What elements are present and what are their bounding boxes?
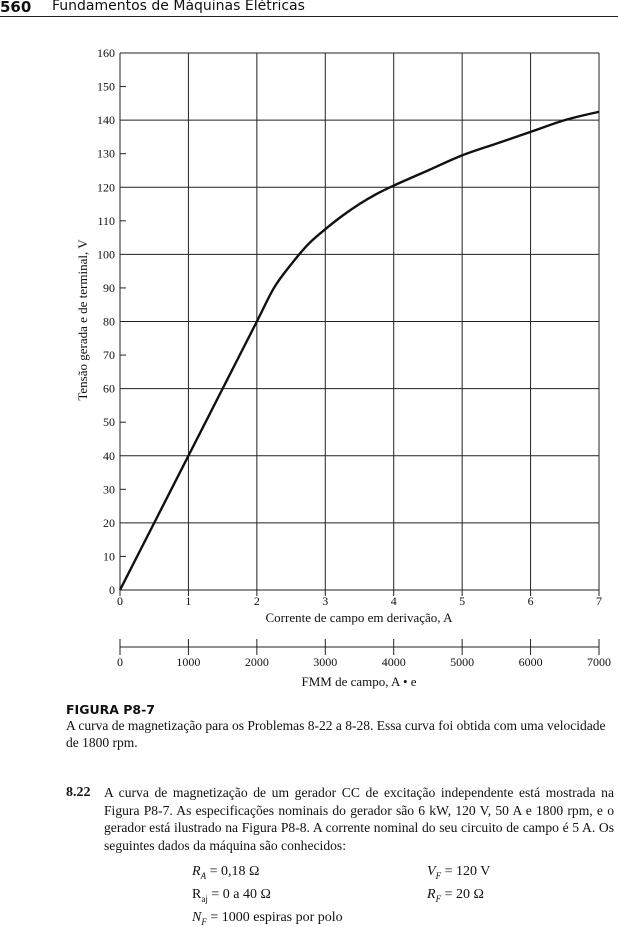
x-axis-label: Corrente de campo em derivação, A: [266, 610, 454, 625]
secondary-axis-label: FMM de campo, A • e: [301, 674, 416, 689]
y-tick-label: 160: [97, 46, 115, 60]
eq-vf-value: = 120 V: [444, 864, 491, 879]
eq-raj-sub: aj: [201, 893, 208, 904]
figure-caption: A curva de magnetização para os Problema…: [66, 718, 606, 750]
y-tick-label: 40: [103, 449, 115, 463]
magnetization-chart: 0102030405060708090100110120130140150160…: [75, 46, 611, 689]
secondary-tick-label: 5000: [450, 655, 474, 669]
y-tick-label: 100: [97, 247, 115, 261]
secondary-tick-label: 1000: [176, 655, 200, 669]
figure-label: FIGURA P8-7: [66, 702, 155, 717]
eq-nf: NF = 1000 espiras por polo: [192, 910, 343, 927]
y-tick-label: 0: [109, 583, 115, 597]
eq-ra: RA = 0,18 Ω: [192, 864, 260, 881]
y-tick-label: 90: [103, 281, 115, 295]
secondary-axis: 0 1000 2000 3000 4000 5000 6000 7000: [117, 639, 611, 669]
y-tick-label: 30: [103, 482, 115, 496]
secondary-tick-label: 0: [117, 655, 123, 669]
y-tick-label: 80: [103, 315, 115, 329]
secondary-tick-label: 7000: [587, 655, 611, 669]
y-tick-label: 110: [97, 214, 115, 228]
x-tick-label: 3: [322, 594, 328, 608]
x-tick-label: 7: [596, 594, 602, 608]
y-tick-label: 20: [103, 516, 115, 530]
y-tick-label: 140: [97, 113, 115, 127]
y-tick-label: 130: [97, 147, 115, 161]
y-tick-label: 120: [97, 180, 115, 194]
y-tick-label: 10: [103, 549, 115, 563]
eq-rf: RF = 20 Ω: [427, 887, 484, 904]
eq-rf-value: = 20 Ω: [444, 887, 484, 902]
y-tick-label: 70: [103, 348, 115, 362]
magnetization-curve: [118, 110, 600, 591]
secondary-tick-label: 2000: [245, 655, 269, 669]
x-tick-label: 0: [117, 594, 123, 608]
y-tick-labels: 0 10 20 30 40 50 60 70 80 90 100 110 120 130 140 150 160: [97, 46, 115, 597]
y-tick-label: 50: [103, 415, 115, 429]
problem-text: A curva de magnetização de um gerador CC…: [104, 785, 614, 853]
header-rule: [0, 16, 618, 17]
x-tick-labels: 0 1 2 3 4 5 6 7: [117, 594, 602, 608]
secondary-tick-label: 3000: [313, 655, 337, 669]
x-tick-label: 4: [391, 594, 397, 608]
secondary-tick-label: 4000: [382, 655, 406, 669]
x-tick-label: 5: [459, 594, 465, 608]
eq-raj-symbol: R: [192, 887, 202, 902]
eq-vf: VF = 120 V: [427, 864, 491, 881]
x-tick-label: 6: [528, 594, 534, 608]
y-axis-label: Tensão gerada e de terminal, V: [75, 239, 90, 401]
eq-ra-value: = 0,18 Ω: [209, 864, 260, 879]
eq-raj: Raj = 0 a 40 Ω: [192, 887, 271, 904]
page-header: 560 Fundamentos de Máquinas Elétricas: [0, 0, 618, 18]
eq-nf-value: = 1000 espiras por polo: [210, 910, 343, 925]
x-tick-label: 1: [185, 594, 191, 608]
eq-raj-value: = 0 a 40 Ω: [211, 887, 271, 902]
x-tick-label: 2: [254, 594, 260, 608]
book-title: Fundamentos de Máquinas Elétricas: [52, 0, 305, 14]
problem-number: 8.22: [66, 785, 91, 800]
y-tick-label: 60: [103, 382, 115, 396]
chart-grid: [119, 52, 600, 596]
y-tick-label: 150: [97, 80, 115, 94]
secondary-tick-label: 6000: [519, 655, 543, 669]
page-number: 560: [0, 0, 32, 16]
